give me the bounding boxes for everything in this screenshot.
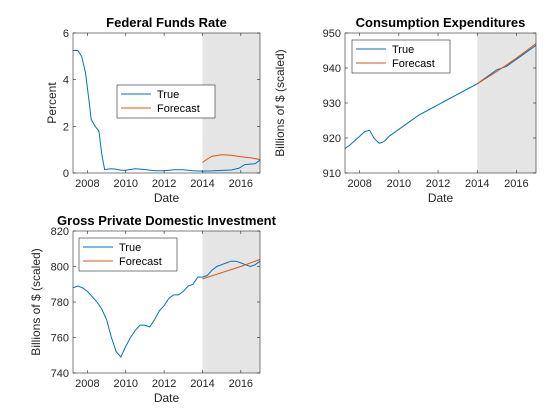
x-tick-label: 2010 [114, 178, 138, 190]
y-tick-label: 910 [323, 168, 341, 180]
forecast-region [202, 231, 260, 373]
forecast-region [477, 33, 536, 173]
x-tick-label: 2014 [190, 378, 214, 390]
x-tick-label: 2012 [152, 378, 176, 390]
legend-entry-true: True [157, 89, 179, 101]
y-tick-label: 940 [323, 63, 341, 75]
y-tick-label: 4 [63, 75, 69, 87]
y-tick-label: 760 [51, 333, 69, 345]
x-tick-label: 2012 [152, 178, 176, 190]
y-axis-label: Billions of $ (scaled) [273, 49, 287, 156]
x-tick-label: 2016 [229, 178, 253, 190]
y-tick-label: 2 [63, 121, 69, 133]
legend-box [116, 84, 216, 119]
series-line-forecast [202, 258, 261, 280]
x-tick-label: 2008 [347, 178, 371, 190]
ffr-chart: 2008 2010 2012 2014 2016 0 2 4 6 Federal Funds Ra… [45, 15, 261, 205]
chart-title: Gross Private Domestic Investment [57, 213, 277, 228]
series-line-forecast [202, 154, 261, 163]
legend-box [351, 39, 451, 74]
series-line-true [73, 50, 261, 172]
y-tick-label: 800 [51, 262, 69, 274]
y-tick-label: 930 [323, 98, 341, 110]
legend-entry-forecast: Forecast [119, 256, 162, 268]
chart-title: Consumption Expenditures [356, 15, 526, 30]
x-tick-label: 2010 [387, 178, 411, 190]
legend: True Forecast [351, 39, 451, 74]
x-axis-label: Date [428, 191, 454, 205]
legend: True Forecast [78, 237, 178, 272]
y-axis-label: Billions of $ (scaled) [29, 248, 43, 355]
legend-box [78, 237, 178, 272]
x-tick-label: 2016 [229, 378, 253, 390]
series-line-true [344, 44, 537, 149]
y-tick-label: 820 [51, 226, 69, 238]
x-tick-label: 2012 [426, 178, 450, 190]
legend-entry-forecast: Forecast [392, 58, 435, 70]
x-tick-label: 2010 [114, 378, 138, 390]
y-tick-label: 740 [51, 368, 69, 380]
x-tick-label: 2008 [75, 378, 99, 390]
y-tick-label: 0 [63, 168, 69, 180]
x-tick-label: 2014 [190, 178, 214, 190]
legend-entry-forecast: Forecast [157, 103, 200, 115]
legend-entry-true: True [119, 242, 141, 254]
series-line-true [72, 260, 261, 358]
x-axis-label: Date [154, 191, 180, 205]
y-tick-label: 780 [51, 297, 69, 309]
chart-title: Federal Funds Rate [106, 15, 227, 30]
legend: True Forecast [116, 84, 216, 119]
x-tick-label: 2016 [504, 178, 528, 190]
pce-chart: 2008 2010 2012 2014 2016 910 920 930 940 950 Consu… [273, 15, 537, 205]
x-tick-label: 2008 [75, 178, 99, 190]
x-tick-label: 2014 [465, 178, 489, 190]
x-axis-label: Date [154, 391, 180, 405]
y-axis-label: Percent [45, 82, 59, 124]
axes-box [72, 32, 261, 174]
y-tick-label: 920 [323, 133, 341, 145]
y-tick-label: 950 [323, 28, 341, 40]
gpdi-chart: 2008 2010 2012 2014 2016 740 760 780 800 820Gross… [29, 213, 277, 405]
legend-entry-true: True [392, 44, 414, 56]
series-line-forecast [476, 43, 537, 85]
y-tick-label: 6 [63, 28, 69, 40]
